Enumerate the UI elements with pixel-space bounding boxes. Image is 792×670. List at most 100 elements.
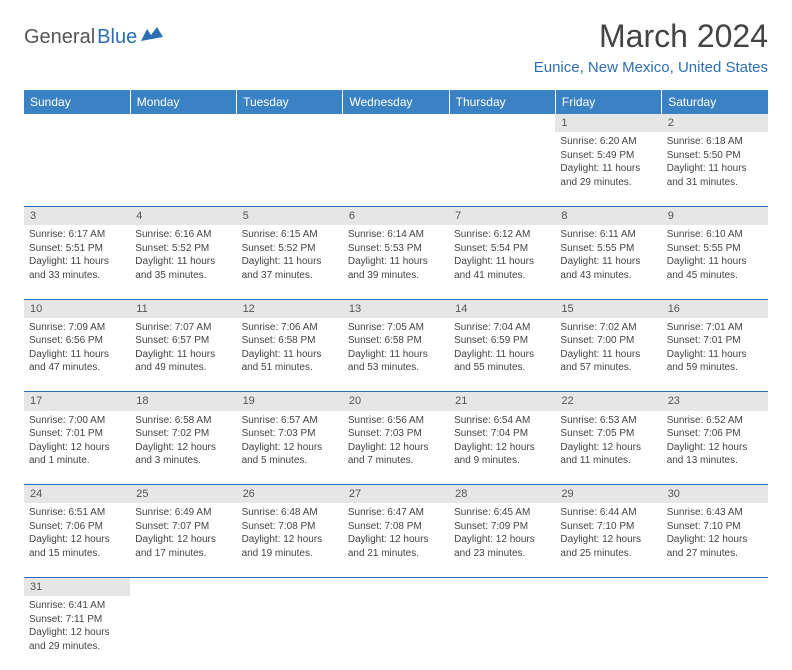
sunrise-line: Sunrise: 6:57 AM	[242, 414, 338, 428]
sunset-line: Sunset: 7:08 PM	[348, 520, 444, 534]
day-number-cell	[24, 114, 130, 132]
daylight-line2: and 45 minutes.	[667, 269, 763, 283]
daylight-line1: Daylight: 11 hours	[454, 255, 550, 269]
location-text: Eunice, New Mexico, United States	[534, 59, 768, 76]
day-detail-cell: Sunrise: 6:14 AMSunset: 5:53 PMDaylight:…	[343, 225, 449, 299]
header: General Blue March 2024 Eunice, New Mexi…	[24, 18, 768, 76]
sunrise-line: Sunrise: 6:20 AM	[560, 135, 656, 149]
sunset-line: Sunset: 5:49 PM	[560, 149, 656, 163]
sunrise-line: Sunrise: 6:48 AM	[242, 506, 338, 520]
sunrise-line: Sunrise: 7:02 AM	[560, 321, 656, 335]
day-detail-cell: Sunrise: 6:43 AMSunset: 7:10 PMDaylight:…	[662, 503, 768, 577]
day-detail-cell	[237, 596, 343, 670]
month-title: March 2024	[534, 18, 768, 55]
day-number-cell	[449, 114, 555, 132]
sunset-line: Sunset: 5:53 PM	[348, 242, 444, 256]
sunset-line: Sunset: 5:52 PM	[242, 242, 338, 256]
day-number-cell: 11	[130, 299, 236, 318]
sunset-line: Sunset: 7:02 PM	[135, 427, 231, 441]
day-number-cell: 21	[449, 392, 555, 411]
day-number-cell: 22	[555, 392, 661, 411]
sunrise-line: Sunrise: 7:00 AM	[29, 414, 125, 428]
day-number-cell	[343, 114, 449, 132]
daylight-line1: Daylight: 11 hours	[135, 255, 231, 269]
calendar-table: Sunday Monday Tuesday Wednesday Thursday…	[24, 90, 768, 670]
day-number-cell	[555, 577, 661, 596]
daylight-line1: Daylight: 12 hours	[242, 533, 338, 547]
sunset-line: Sunset: 7:06 PM	[667, 427, 763, 441]
day-number-cell: 15	[555, 299, 661, 318]
day-detail-cell: Sunrise: 6:52 AMSunset: 7:06 PMDaylight:…	[662, 411, 768, 485]
sunset-line: Sunset: 7:11 PM	[29, 613, 125, 627]
day-detail-cell	[555, 596, 661, 670]
day-number-cell	[662, 577, 768, 596]
sunrise-line: Sunrise: 6:18 AM	[667, 135, 763, 149]
sunrise-line: Sunrise: 6:51 AM	[29, 506, 125, 520]
sunrise-line: Sunrise: 6:56 AM	[348, 414, 444, 428]
daylight-line1: Daylight: 12 hours	[454, 441, 550, 455]
day-detail-cell	[130, 132, 236, 206]
sunrise-line: Sunrise: 6:16 AM	[135, 228, 231, 242]
day-detail-cell	[343, 132, 449, 206]
sunset-line: Sunset: 7:04 PM	[454, 427, 550, 441]
day-number-cell: 28	[449, 485, 555, 504]
daylight-line1: Daylight: 11 hours	[348, 255, 444, 269]
daylight-line1: Daylight: 11 hours	[454, 348, 550, 362]
daylight-line2: and 25 minutes.	[560, 547, 656, 561]
daynum-row: 3456789	[24, 206, 768, 225]
sunrise-line: Sunrise: 7:01 AM	[667, 321, 763, 335]
day-detail-cell: Sunrise: 6:53 AMSunset: 7:05 PMDaylight:…	[555, 411, 661, 485]
daylight-line1: Daylight: 11 hours	[242, 348, 338, 362]
sunrise-line: Sunrise: 6:17 AM	[29, 228, 125, 242]
day-number-cell: 4	[130, 206, 236, 225]
day-number-cell: 27	[343, 485, 449, 504]
day-detail-cell: Sunrise: 7:01 AMSunset: 7:01 PMDaylight:…	[662, 318, 768, 392]
sunrise-line: Sunrise: 6:45 AM	[454, 506, 550, 520]
day-header: Friday	[555, 90, 661, 114]
day-detail-cell	[343, 596, 449, 670]
sunrise-line: Sunrise: 6:54 AM	[454, 414, 550, 428]
sunrise-line: Sunrise: 6:14 AM	[348, 228, 444, 242]
daynum-row: 17181920212223	[24, 392, 768, 411]
sunset-line: Sunset: 7:05 PM	[560, 427, 656, 441]
day-detail-cell	[130, 596, 236, 670]
daylight-line2: and 7 minutes.	[348, 454, 444, 468]
week-row: Sunrise: 6:17 AMSunset: 5:51 PMDaylight:…	[24, 225, 768, 299]
sunrise-line: Sunrise: 6:15 AM	[242, 228, 338, 242]
logo-text-general: General	[24, 26, 95, 49]
daylight-line2: and 5 minutes.	[242, 454, 338, 468]
day-number-cell: 13	[343, 299, 449, 318]
day-header: Thursday	[449, 90, 555, 114]
daylight-line2: and 21 minutes.	[348, 547, 444, 561]
sunrise-line: Sunrise: 6:58 AM	[135, 414, 231, 428]
day-detail-cell: Sunrise: 6:15 AMSunset: 5:52 PMDaylight:…	[237, 225, 343, 299]
daylight-line1: Daylight: 12 hours	[667, 533, 763, 547]
day-number-cell: 20	[343, 392, 449, 411]
sunset-line: Sunset: 7:10 PM	[667, 520, 763, 534]
day-detail-cell	[237, 132, 343, 206]
daylight-line2: and 41 minutes.	[454, 269, 550, 283]
sunrise-line: Sunrise: 7:05 AM	[348, 321, 444, 335]
day-detail-cell: Sunrise: 7:06 AMSunset: 6:58 PMDaylight:…	[237, 318, 343, 392]
sunset-line: Sunset: 7:01 PM	[667, 334, 763, 348]
day-detail-cell: Sunrise: 6:44 AMSunset: 7:10 PMDaylight:…	[555, 503, 661, 577]
sunset-line: Sunset: 7:08 PM	[242, 520, 338, 534]
day-number-cell: 9	[662, 206, 768, 225]
daylight-line1: Daylight: 12 hours	[560, 441, 656, 455]
daylight-line1: Daylight: 11 hours	[667, 348, 763, 362]
sunrise-line: Sunrise: 6:53 AM	[560, 414, 656, 428]
day-detail-cell: Sunrise: 6:41 AMSunset: 7:11 PMDaylight:…	[24, 596, 130, 670]
day-number-cell: 26	[237, 485, 343, 504]
day-number-cell: 3	[24, 206, 130, 225]
daylight-line1: Daylight: 12 hours	[454, 533, 550, 547]
day-detail-cell: Sunrise: 7:00 AMSunset: 7:01 PMDaylight:…	[24, 411, 130, 485]
daylight-line2: and 13 minutes.	[667, 454, 763, 468]
daylight-line2: and 43 minutes.	[560, 269, 656, 283]
daylight-line1: Daylight: 12 hours	[29, 533, 125, 547]
daylight-line1: Daylight: 11 hours	[560, 162, 656, 176]
sunset-line: Sunset: 5:55 PM	[560, 242, 656, 256]
sunrise-line: Sunrise: 7:06 AM	[242, 321, 338, 335]
day-detail-cell: Sunrise: 6:56 AMSunset: 7:03 PMDaylight:…	[343, 411, 449, 485]
daylight-line1: Daylight: 11 hours	[667, 255, 763, 269]
day-detail-cell: Sunrise: 6:45 AMSunset: 7:09 PMDaylight:…	[449, 503, 555, 577]
